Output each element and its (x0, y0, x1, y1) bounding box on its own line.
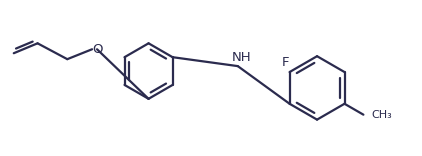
Text: NH: NH (232, 51, 252, 64)
Text: CH₃: CH₃ (371, 110, 392, 120)
Text: F: F (282, 56, 289, 69)
Text: O: O (92, 43, 102, 56)
